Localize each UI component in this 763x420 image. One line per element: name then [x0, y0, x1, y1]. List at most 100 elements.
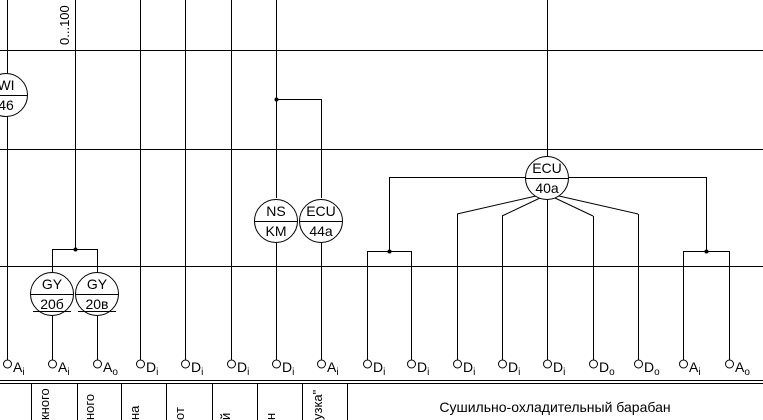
io-signal-letter: A: [13, 359, 23, 375]
terminal-circle: [317, 359, 326, 369]
io-signal-label: Di: [191, 359, 203, 378]
io-terminal: Ai: [679, 359, 701, 378]
io-signal-sub: i: [698, 367, 700, 378]
instrument-number: 20в: [85, 296, 108, 312]
io-signal-sub: i: [563, 367, 565, 378]
io-signal-label: Do: [644, 359, 660, 378]
io-signal-sub: i: [247, 367, 249, 378]
section-title: Сушильно-охладительный барабан: [439, 399, 670, 415]
io-signal-letter: D: [146, 359, 156, 375]
terminal-layer: Ai Ai Ao Di Di Di Di Ai Di Di Di Di Di Do Do Ai Ao: [3, 359, 750, 378]
terminal-circle: [679, 359, 688, 369]
instrument-number: KM: [266, 223, 287, 239]
instrument-number: 40а: [535, 180, 559, 196]
instrument-gy20b: GY 20б: [30, 272, 74, 316]
io-signal-label: Ai: [327, 359, 339, 378]
instrument-number: 20б: [40, 296, 64, 312]
terminal-circle: [589, 359, 598, 369]
io-signal-label: Di: [417, 359, 429, 378]
io-terminal: Di: [543, 359, 565, 378]
instrument-layer: WI 46 GY 20б GY 20в NS KM ECU 44а ECU 40а: [0, 73, 569, 316]
io-signal-sub: i: [427, 367, 429, 378]
terminal-circle: [407, 359, 416, 369]
io-signal-label: Di: [237, 359, 249, 378]
grid-lines: [0, 50, 763, 384]
io-terminal: Ao: [725, 359, 750, 378]
io-terminal: Di: [227, 359, 249, 378]
io-signal-letter: A: [58, 359, 68, 375]
junction-dots: [73, 97, 709, 254]
io-signal-label: Di: [553, 359, 565, 378]
terminal-circle: [272, 359, 281, 369]
terminal-circle: [3, 359, 12, 369]
io-terminal: Do: [634, 359, 660, 378]
io-signal-letter: D: [463, 359, 473, 375]
terminal-circle: [498, 359, 507, 369]
terminal-circle: [363, 359, 372, 369]
terminal-circle: [453, 359, 462, 369]
instrument-tag: ECU: [532, 160, 562, 176]
io-signal-sub: i: [67, 367, 69, 378]
io-signal-sub: i: [473, 367, 475, 378]
io-signal-label: Di: [373, 359, 385, 378]
io-signal-letter: D: [237, 359, 247, 375]
instrument-tag: NS: [266, 203, 285, 219]
io-signal-letter: D: [191, 359, 201, 375]
io-terminal: Di: [363, 359, 385, 378]
io-signal-label: Ao: [735, 359, 750, 378]
io-signal-label: Ai: [58, 359, 70, 378]
instrument-tag: ECU: [306, 203, 336, 219]
io-terminal: Ai: [3, 359, 25, 378]
io-terminal: Ai: [317, 359, 339, 378]
io-signal-label: Di: [463, 359, 475, 378]
terminal-circle: [48, 359, 57, 369]
io-terminal: Di: [453, 359, 475, 378]
io-signal-sub: o: [112, 367, 118, 378]
io-signal-sub: i: [292, 367, 294, 378]
instrument-tag: WI: [0, 77, 15, 93]
terminal-circle: [227, 359, 236, 369]
column-label: ного: [82, 394, 97, 420]
column-label: кного: [37, 388, 52, 420]
column-label: н: [263, 413, 278, 420]
io-signal-letter: A: [735, 359, 745, 375]
io-signal-letter: D: [508, 359, 518, 375]
io-signal-letter: D: [599, 359, 609, 375]
io-signal-letter: A: [689, 359, 699, 375]
column-label: й: [218, 413, 233, 420]
io-terminal: Di: [407, 359, 429, 378]
terminal-circle: [634, 359, 643, 369]
io-signal-letter: D: [282, 359, 292, 375]
instrument-tag: GY: [42, 276, 63, 292]
instrument-ecu44a: ECU 44а: [299, 199, 343, 243]
range-label-text: 0...100: [57, 5, 72, 45]
column-label-layer: кного ного на от й н узка": [37, 388, 325, 420]
io-signal-sub: o: [609, 367, 615, 378]
instrument-number: 44а: [309, 223, 333, 239]
io-signal-letter: A: [327, 359, 337, 375]
io-signal-sub: o: [654, 367, 660, 378]
instrument-gy20v: GY 20в: [75, 272, 119, 316]
column-label: на: [127, 405, 142, 420]
io-signal-sub: i: [518, 367, 520, 378]
io-signal-sub: i: [201, 367, 203, 378]
io-signal-label: Di: [282, 359, 294, 378]
io-terminal: Di: [272, 359, 294, 378]
io-signal-label: Ai: [689, 359, 701, 378]
io-signal-label: Di: [508, 359, 520, 378]
io-terminal: Di: [181, 359, 203, 378]
io-signal-label: Ao: [103, 359, 118, 378]
instrument-ecu40a: ECU 40а: [525, 156, 569, 200]
io-signal-label: Do: [599, 359, 615, 378]
io-terminal: Do: [589, 359, 615, 378]
io-signal-letter: D: [553, 359, 563, 375]
io-signal-sub: o: [744, 367, 750, 378]
io-signal-label: Ai: [13, 359, 25, 378]
io-terminal: Ai: [48, 359, 70, 378]
terminal-circle: [725, 359, 734, 369]
io-signal-letter: D: [373, 359, 383, 375]
terminal-circle: [93, 359, 102, 369]
terminal-circle: [543, 359, 552, 369]
io-terminal: Di: [136, 359, 158, 378]
